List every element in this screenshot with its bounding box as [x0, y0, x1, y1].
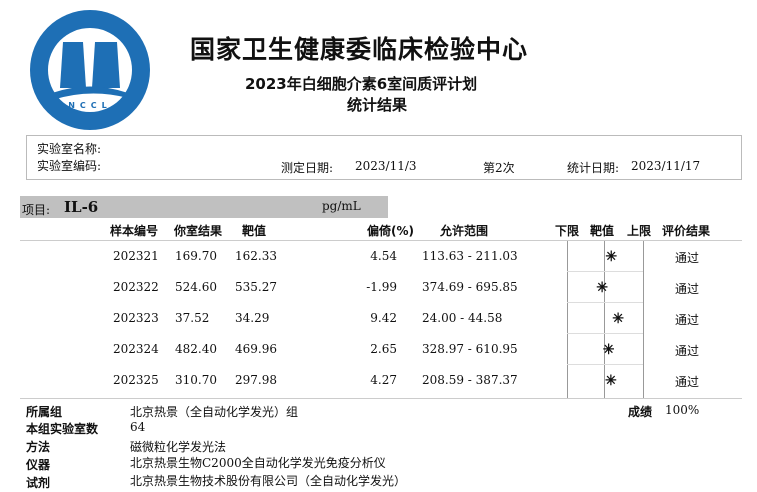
cell-sample: 202323 — [113, 311, 159, 325]
page-subtitle: 统计结果 — [347, 96, 408, 114]
instrument-value: 北京热景生物C2000全自动化学发光免疫分析仪 — [130, 456, 386, 470]
header-target2: 靶值 — [590, 224, 615, 238]
score-value: 100% — [665, 403, 700, 417]
group-value: 北京热景（全自动化学发光）组 — [130, 405, 299, 419]
row-divider — [567, 333, 643, 334]
row-divider — [567, 364, 643, 365]
item-label: 项目: — [22, 203, 51, 217]
cell-evaluation: 通过 — [675, 313, 700, 327]
cell-bias: 4.27 — [370, 373, 397, 387]
table-top-rule — [20, 240, 742, 241]
cell-result: 482.40 — [175, 342, 217, 356]
upper-limit-line — [643, 241, 644, 398]
item-bar: 项目: IL-6 pg/mL — [20, 196, 388, 218]
header-sample: 样本编号 — [110, 224, 159, 238]
score-label: 成绩 — [628, 405, 653, 419]
count-label: 本组实验室数 — [26, 422, 99, 436]
cell-evaluation: 通过 — [675, 251, 700, 265]
cell-sample: 202321 — [113, 249, 159, 263]
cell-range: 24.00 - 44.58 — [422, 311, 503, 325]
bias-marker: ✳ — [602, 342, 615, 358]
method-label: 方法 — [26, 440, 51, 454]
instrument-label: 仪器 — [26, 458, 51, 472]
reagent-label: 试剂 — [26, 476, 51, 490]
item-unit: pg/mL — [322, 199, 361, 213]
row-divider — [567, 271, 643, 272]
cell-result: 169.70 — [175, 249, 217, 263]
header-upper: 上限 — [627, 224, 652, 238]
bias-marker: ✳ — [596, 280, 608, 296]
cell-bias: 9.42 — [370, 311, 397, 325]
cell-bias: 2.65 — [370, 342, 397, 356]
header-evaluation: 评价结果 — [662, 224, 711, 238]
item-name: IL-6 — [64, 198, 99, 216]
cell-bias: 4.54 — [370, 249, 397, 263]
stat-date: 2023/11/17 — [631, 159, 701, 173]
row-divider — [567, 302, 643, 303]
lab-name-label: 实验室名称: — [37, 142, 102, 156]
cell-result: 310.70 — [175, 373, 217, 387]
cell-target: 297.98 — [235, 373, 277, 387]
cell-bias: -1.99 — [366, 280, 397, 294]
cell-sample: 202325 — [113, 373, 159, 387]
cell-evaluation: 通过 — [675, 344, 700, 358]
reagent-value: 北京热景生物技术股份有限公司（全自动化学发光） — [130, 474, 407, 488]
header-target: 靶值 — [242, 224, 267, 238]
header-lower: 下限 — [555, 224, 580, 238]
header-your-result: 你室结果 — [174, 224, 223, 238]
cell-evaluation: 通过 — [675, 282, 700, 296]
org-title: 国家卫生健康委临床检验中心 — [190, 35, 529, 64]
test-date-label: 测定日期: — [281, 161, 334, 175]
svg-text:NCCL: NCCL — [68, 101, 112, 110]
cell-range: 208.59 - 387.37 — [422, 373, 518, 387]
cell-range: 374.69 - 695.85 — [422, 280, 518, 294]
group-label: 所属组 — [26, 405, 63, 419]
bias-marker: ✳ — [612, 311, 624, 327]
table-bottom-rule — [20, 398, 742, 399]
bias-marker: ✳ — [605, 249, 618, 265]
cell-sample: 202322 — [113, 280, 159, 294]
plan-title: 2023年白细胞介素6室间质评计划 — [245, 75, 478, 93]
cell-range: 328.97 - 610.95 — [422, 342, 518, 356]
method-value: 磁微粒化学发光法 — [130, 440, 227, 454]
lower-limit-line — [567, 241, 568, 398]
stat-date-label: 统计日期: — [567, 161, 620, 175]
lab-code-label: 实验室编码: — [37, 159, 102, 173]
bias-marker: ✳ — [604, 373, 617, 389]
nccl-logo: NCCL — [28, 8, 152, 132]
target-line — [604, 241, 605, 398]
header-range: 允许范围 — [440, 224, 489, 238]
lab-info-box: 实验室名称: 实验室编码: 测定日期: 2023/11/3 第2次 统计日期: … — [26, 135, 742, 180]
cell-target: 34.29 — [235, 311, 270, 325]
cell-result: 524.60 — [175, 280, 217, 294]
cell-range: 113.63 - 211.03 — [422, 249, 518, 263]
round: 第2次 — [483, 161, 515, 175]
cell-sample: 202324 — [113, 342, 159, 356]
cell-evaluation: 通过 — [675, 375, 700, 389]
header-bias: 偏倚(%) — [367, 224, 414, 238]
cell-target: 162.33 — [235, 249, 277, 263]
count-value: 64 — [130, 420, 146, 434]
cell-target: 469.96 — [235, 342, 277, 356]
cell-target: 535.27 — [235, 280, 277, 294]
test-date: 2023/11/3 — [355, 159, 417, 173]
cell-result: 37.52 — [175, 311, 210, 325]
